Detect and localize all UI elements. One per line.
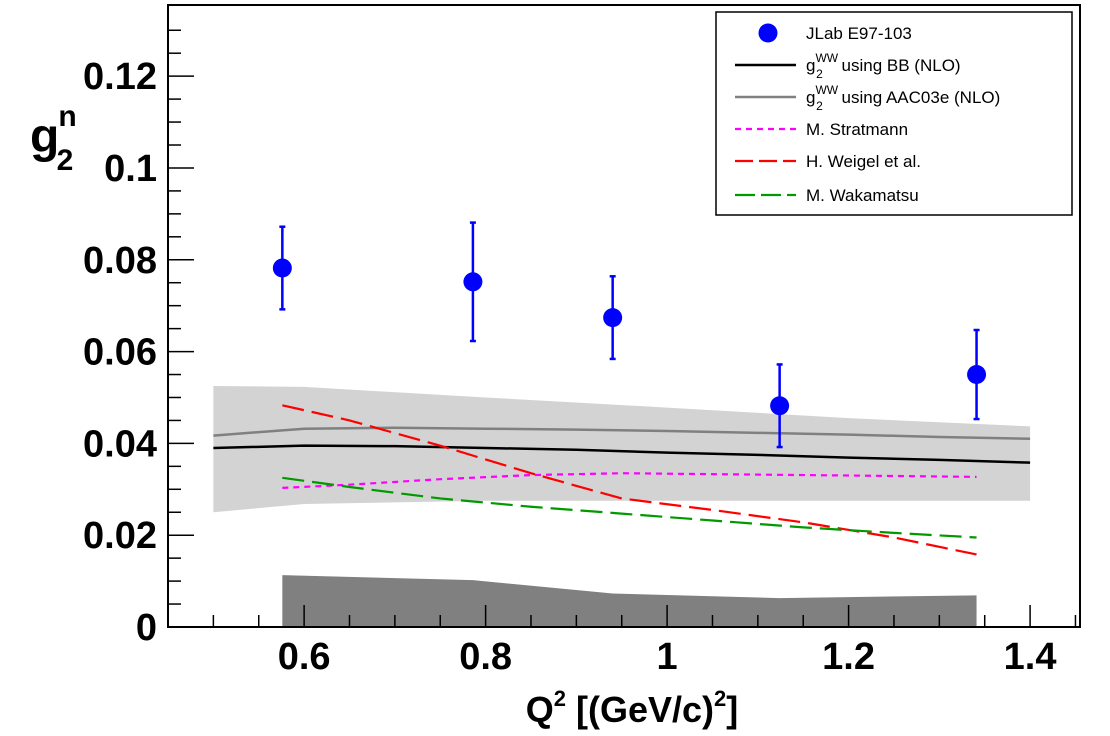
legend-label-stratmann: M. Stratmann bbox=[806, 120, 908, 139]
data-point bbox=[967, 365, 987, 385]
x-tick-label: 0.6 bbox=[278, 636, 331, 678]
y-tick-label: 0.12 bbox=[83, 56, 157, 98]
systematic-error-band bbox=[282, 575, 977, 627]
axis-ticks bbox=[168, 29, 1077, 628]
y-tick-label: 0.1 bbox=[104, 148, 157, 190]
y-tick-label: 0.04 bbox=[83, 423, 157, 465]
tick-labels: 0.6 0.8 1 1.2 1.4 0 0.02 0.04 0.06 0.08 0.1 0.12 bbox=[83, 56, 1056, 678]
legend-label-weigel: H. Weigel et al. bbox=[806, 152, 921, 171]
y-tick-label: 0.08 bbox=[83, 240, 157, 282]
x-tick-label: 1.2 bbox=[822, 636, 875, 678]
legend-label-wakamatsu: M. Wakamatsu bbox=[806, 186, 919, 205]
data-point bbox=[463, 272, 483, 292]
legend-label-aac: gWW 2 using AAC03e (NLO) bbox=[806, 83, 1000, 113]
data-point bbox=[603, 308, 623, 328]
plot-frame bbox=[167, 4, 1081, 628]
y-tick-label: 0.02 bbox=[83, 515, 157, 557]
legend-label-bb: gWW 2 using BB (NLO) bbox=[806, 51, 961, 81]
x-axis-title: Q2 [(GeV/c)2] bbox=[526, 686, 739, 730]
series-line-bb bbox=[213, 444, 1031, 464]
curves-layer bbox=[213, 404, 1031, 556]
series-line-wakamatsu bbox=[282, 476, 977, 539]
y-axis-title: gn 2 bbox=[30, 100, 77, 177]
legend-box bbox=[715, 11, 1073, 216]
legend-label-data: JLab E97-103 bbox=[806, 24, 912, 43]
data-point bbox=[770, 396, 790, 416]
y-tick-label: 0.06 bbox=[83, 332, 157, 374]
x-tick-label: 1.4 bbox=[1004, 636, 1057, 678]
data-points-layer bbox=[272, 221, 987, 449]
data-point bbox=[272, 258, 292, 278]
x-tick-label: 0.8 bbox=[459, 636, 512, 678]
series-line-aac bbox=[213, 426, 1031, 441]
legend-marker-data bbox=[758, 23, 778, 43]
y-tick-label: 0 bbox=[136, 607, 157, 649]
legend: JLab E97-103 gWW 2 using BB (NLO)gWW 2 usin… bbox=[715, 11, 1073, 216]
series-line-weigel bbox=[282, 404, 977, 556]
x-tick-label: 1 bbox=[657, 636, 678, 678]
